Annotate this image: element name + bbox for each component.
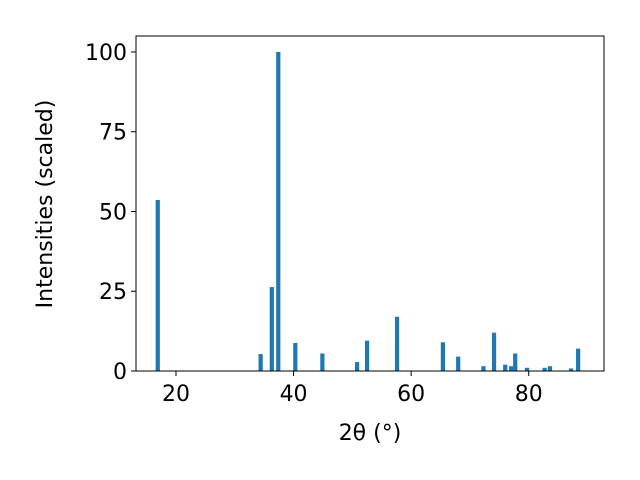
bar <box>276 51 281 371</box>
bar <box>456 356 461 371</box>
x-tick-label: 80 <box>515 382 543 407</box>
bar <box>394 316 400 371</box>
bar <box>509 366 514 371</box>
x-tick-label: 40 <box>280 382 308 407</box>
x-axis-label: 2θ (°) <box>339 421 402 446</box>
bar <box>481 366 486 371</box>
x-tick-label: 20 <box>162 382 190 407</box>
bar <box>320 353 325 371</box>
bar <box>440 342 446 371</box>
bar <box>503 364 508 371</box>
bar <box>547 366 553 371</box>
bar <box>364 340 370 371</box>
bar <box>568 368 574 371</box>
x-tick-label: 60 <box>397 382 425 407</box>
bar <box>524 367 530 371</box>
bar <box>542 367 547 371</box>
y-tick-label: 50 <box>99 200 127 225</box>
y-tick-label: 0 <box>113 360 127 385</box>
bar <box>269 287 274 371</box>
bar <box>354 362 360 371</box>
y-tick-label: 100 <box>85 41 127 66</box>
y-tick-label: 25 <box>99 280 127 305</box>
y-tick-label: 75 <box>99 121 127 146</box>
plot-frame <box>135 35 605 372</box>
y-axis-label: Intensities (scaled) <box>33 100 58 309</box>
bar <box>576 348 581 371</box>
bar <box>513 353 518 371</box>
bar <box>293 342 298 371</box>
bar <box>491 332 497 371</box>
bar <box>155 199 160 371</box>
bar <box>258 354 263 371</box>
